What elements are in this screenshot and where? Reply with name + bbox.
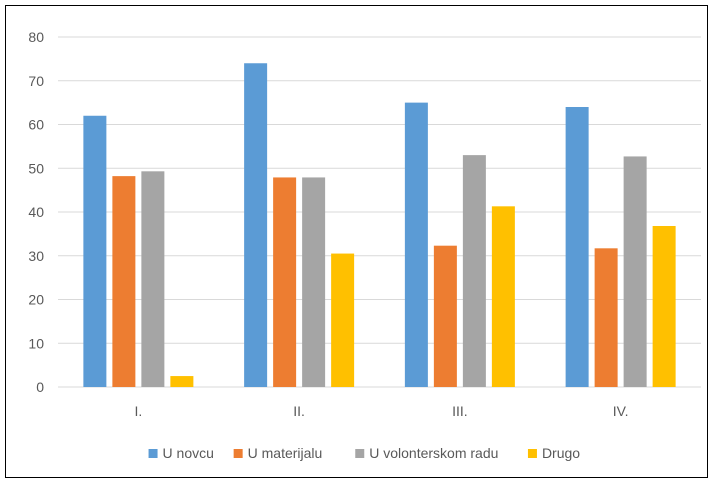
bar-4-1 [566, 107, 589, 387]
x-tick-label: IV. [613, 403, 629, 419]
bar-3-3 [463, 155, 486, 387]
bar-2-3 [302, 177, 325, 387]
legend-label-4: Drugo [542, 445, 580, 461]
bar-3-1 [405, 103, 428, 387]
legend-swatch-1 [149, 449, 158, 458]
x-tick-label: III. [452, 403, 468, 419]
bar-4-3 [624, 156, 647, 387]
legend-swatch-3 [355, 449, 364, 458]
bar-1-3 [141, 171, 164, 387]
y-tick-label: 50 [28, 160, 44, 176]
bar-2-2 [273, 177, 296, 387]
legend: U novcu U materijalu U volonterskom radu Dr… [149, 445, 581, 461]
y-axis-tick-labels: 0 10 20 30 40 50 60 70 80 [28, 29, 44, 395]
legend-label-2: U materijalu [248, 445, 323, 461]
y-tick-label: 80 [28, 29, 44, 45]
bar-1-1 [83, 116, 106, 387]
legend-label-1: U novcu [163, 445, 214, 461]
chart-frame: 0 10 20 30 40 50 60 70 80 I. II. III. IV. U novcu U … [5, 5, 708, 478]
x-axis-tick-labels: I. II. III. IV. [134, 403, 628, 419]
bar-3-4 [492, 206, 515, 387]
legend-swatch-4 [528, 449, 537, 458]
x-tick-label: I. [134, 403, 142, 419]
bar-4-4 [653, 226, 676, 387]
y-tick-label: 40 [28, 204, 44, 220]
y-tick-label: 60 [28, 117, 44, 133]
x-tick-label: II. [293, 403, 305, 419]
bar-1-2 [112, 176, 135, 387]
y-tick-label: 30 [28, 248, 44, 264]
bar-3-2 [434, 246, 457, 387]
bar-1-4 [170, 376, 193, 387]
bar-2-1 [244, 63, 267, 387]
legend-swatch-2 [234, 449, 243, 458]
y-tick-label: 0 [36, 379, 44, 395]
y-tick-label: 10 [28, 335, 44, 351]
bars [83, 63, 675, 387]
y-tick-label: 70 [28, 73, 44, 89]
bar-2-4 [331, 254, 354, 387]
y-tick-label: 20 [28, 292, 44, 308]
legend-label-3: U volonterskom radu [369, 445, 498, 461]
bar-4-2 [595, 248, 618, 387]
